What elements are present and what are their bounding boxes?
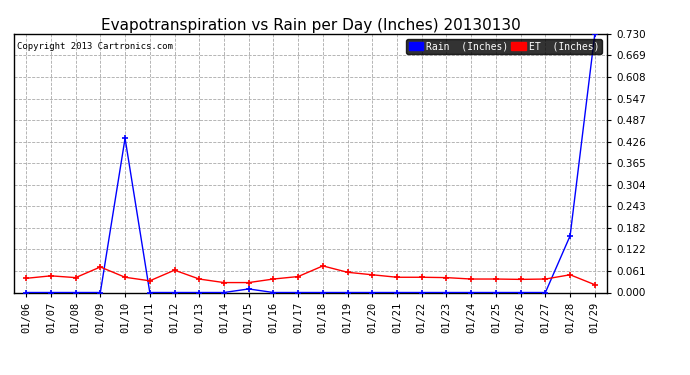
- Title: Evapotranspiration vs Rain per Day (Inches) 20130130: Evapotranspiration vs Rain per Day (Inch…: [101, 18, 520, 33]
- Text: Copyright 2013 Cartronics.com: Copyright 2013 Cartronics.com: [17, 42, 172, 51]
- Legend: Rain  (Inches), ET  (Inches): Rain (Inches), ET (Inches): [406, 39, 602, 54]
